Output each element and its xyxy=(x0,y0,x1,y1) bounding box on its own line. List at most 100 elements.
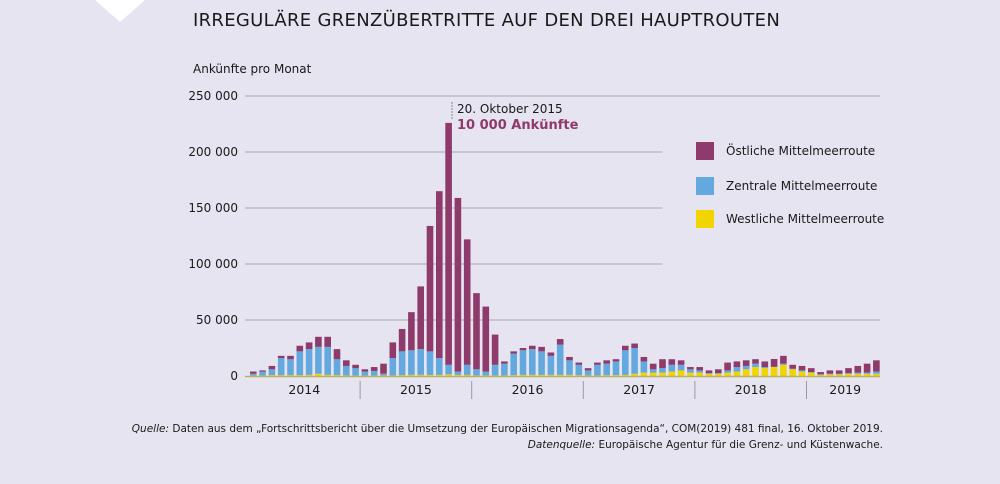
bar-segment xyxy=(529,345,536,350)
bar-segment xyxy=(547,352,555,356)
bar-segment xyxy=(519,374,527,376)
bar-segment xyxy=(361,369,369,372)
bar-segment xyxy=(724,372,731,376)
bar-segment xyxy=(761,367,769,369)
bar-segment xyxy=(659,372,666,376)
bar-segment xyxy=(315,346,322,374)
bar-segment xyxy=(491,334,499,365)
x-year-label: 2015 xyxy=(400,382,432,397)
bar-segment xyxy=(733,361,741,368)
bar-segment xyxy=(268,369,276,376)
bar-segment xyxy=(715,369,722,374)
bar-segment xyxy=(575,364,583,376)
bar-segment xyxy=(677,360,685,365)
bar-segment xyxy=(798,371,806,376)
bar-segment xyxy=(622,374,629,376)
legend-swatch xyxy=(696,210,714,228)
bar-segment xyxy=(556,374,564,376)
bar-segment xyxy=(259,371,266,376)
bar-segment xyxy=(705,370,713,374)
bar-segment xyxy=(352,364,359,369)
bar-segment xyxy=(687,372,694,376)
bar-segment xyxy=(436,358,443,375)
bar-segment xyxy=(584,370,592,376)
bar-segment xyxy=(296,345,304,352)
bar-segment xyxy=(277,355,285,359)
bar-segment xyxy=(668,371,676,376)
bar-segment xyxy=(808,368,815,373)
bar-segment xyxy=(547,374,555,376)
bar-segment xyxy=(538,374,545,376)
bar-segment xyxy=(780,364,787,376)
legend-label: Westliche Mittelmeerroute xyxy=(726,212,884,226)
bar-segment xyxy=(473,375,480,376)
bar-segment xyxy=(873,371,880,374)
bar-segment xyxy=(333,375,341,376)
source-line-1: Quelle: Daten aus dem „Fortschrittsberic… xyxy=(132,423,883,435)
bar-segment xyxy=(426,351,434,375)
legend-label: Zentrale Mittelmeerroute xyxy=(726,179,877,193)
x-year-label: 2019 xyxy=(829,382,861,397)
bar-segment xyxy=(649,369,657,373)
bar-segment xyxy=(594,362,601,365)
bar-segment xyxy=(277,375,285,376)
bar-segment xyxy=(817,372,824,375)
bar-segment xyxy=(845,368,852,374)
bar-segment xyxy=(445,364,452,375)
bar-segment xyxy=(463,239,471,365)
bar-segment xyxy=(426,225,434,352)
bar-segment xyxy=(473,369,480,376)
bar-segment xyxy=(547,355,555,375)
bar-segment xyxy=(408,350,415,375)
bar-segment xyxy=(343,365,350,376)
bar-segment xyxy=(742,365,750,370)
bar-segment xyxy=(780,355,787,364)
bar-segment xyxy=(436,191,443,359)
bar-segment xyxy=(789,364,796,369)
bar-segment xyxy=(454,197,462,372)
bar-segment xyxy=(780,363,787,365)
bar-segment xyxy=(389,342,397,359)
bar-segment xyxy=(677,364,685,371)
bar-segment xyxy=(622,345,629,351)
bar-segment xyxy=(333,359,341,376)
bar-segment xyxy=(752,359,759,364)
bar-segment xyxy=(501,361,508,364)
bar-segment xyxy=(510,351,517,354)
bar-segment xyxy=(287,355,294,360)
bar-segment xyxy=(510,375,517,376)
bar-segment xyxy=(426,374,434,376)
bar-segment xyxy=(817,374,824,375)
bar-segment xyxy=(324,336,331,347)
bar-segment xyxy=(287,375,294,376)
legend-label: Östliche Mittelmeerroute xyxy=(726,142,875,158)
bar-segment xyxy=(501,375,508,376)
bar-segment xyxy=(649,363,657,370)
bar-segment xyxy=(631,343,638,348)
bar-segment xyxy=(538,351,545,375)
bar-segment xyxy=(305,342,313,350)
bar-segment xyxy=(445,374,452,376)
bar-segment xyxy=(631,373,638,376)
bar-segment xyxy=(556,339,564,345)
bar-segment xyxy=(752,363,759,368)
bar-segment xyxy=(733,371,741,376)
bar-segment xyxy=(770,358,778,367)
bar-segment xyxy=(724,362,731,371)
bar-segment xyxy=(305,374,313,376)
legend-swatch xyxy=(696,142,714,160)
bar-segment xyxy=(808,372,815,376)
bar-segment xyxy=(835,374,843,376)
bar-segment xyxy=(603,363,610,376)
bar-segment xyxy=(575,362,583,365)
bar-segment xyxy=(324,346,331,375)
source-text: Daten aus dem „Fortschrittsbericht über … xyxy=(169,423,883,435)
bar-segment xyxy=(436,374,443,376)
bar-segment xyxy=(826,373,834,375)
y-tick-label: 150 000 xyxy=(188,201,238,215)
bar-segment xyxy=(677,370,685,376)
y-tick-label: 50 000 xyxy=(196,313,238,327)
bar-segment xyxy=(287,359,294,376)
bar-segment xyxy=(380,373,387,376)
bar-segment xyxy=(659,359,666,369)
